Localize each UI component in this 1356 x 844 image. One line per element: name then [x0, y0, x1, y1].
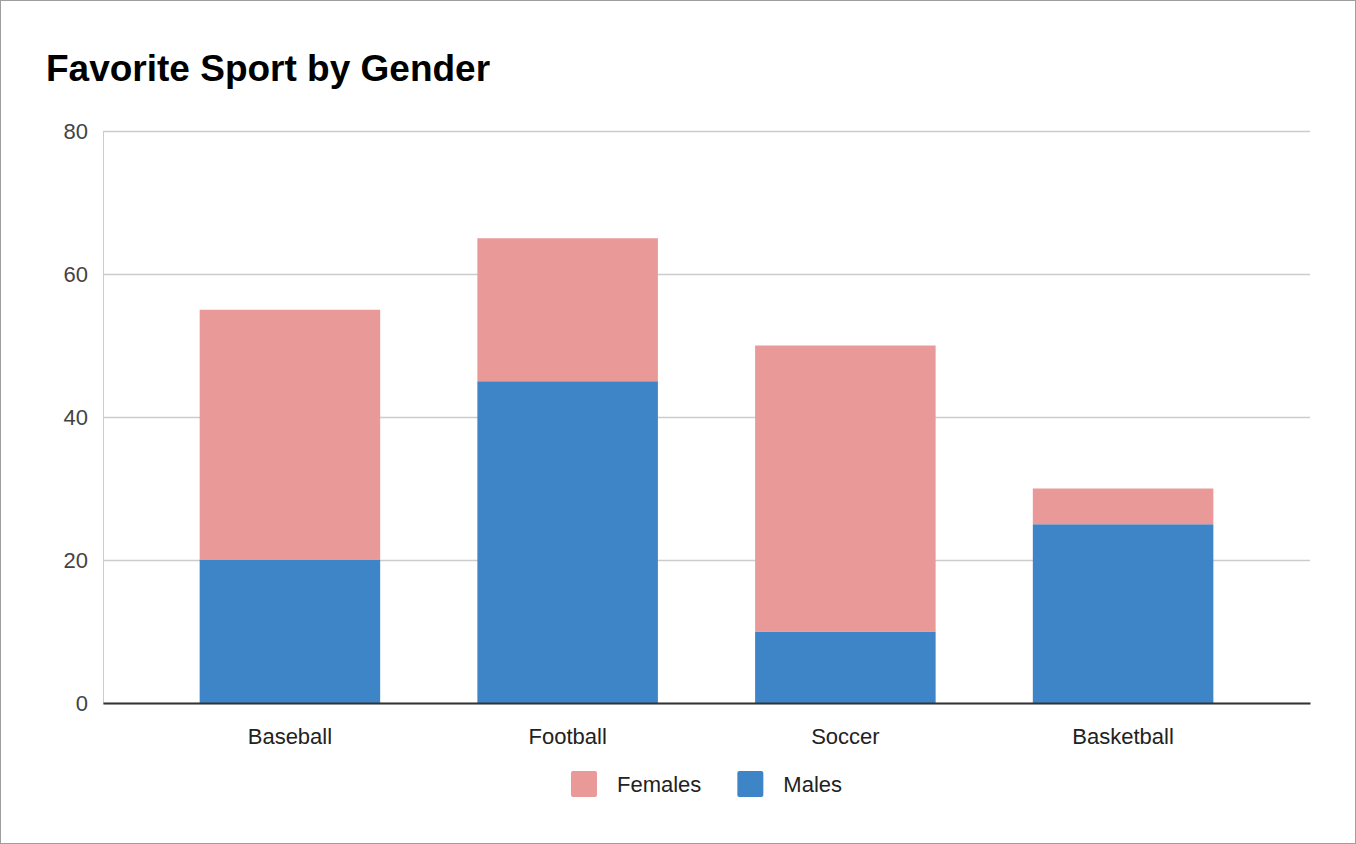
y-tick: 60	[64, 262, 1310, 287]
y-tick-label: 20	[64, 548, 88, 573]
bar-series	[200, 238, 1214, 631]
x-tick: Basketball	[1072, 724, 1174, 749]
bar	[1033, 489, 1214, 525]
bar	[1033, 524, 1214, 703]
bar	[477, 238, 658, 381]
legend-item: Males	[737, 771, 842, 797]
x-tick-label: Football	[528, 724, 606, 749]
x-tick-label: Baseball	[248, 724, 332, 749]
legend-swatch	[571, 771, 597, 797]
y-tick-label: 60	[64, 262, 88, 287]
bar	[755, 632, 936, 704]
y-tick: 80	[64, 119, 1310, 144]
grid-line	[103, 703, 1310, 705]
frame	[1, 1, 1356, 844]
x-axis-line	[104, 703, 1311, 705]
legend-swatch	[737, 771, 763, 797]
x-tick-label: Basketball	[1072, 724, 1174, 749]
x-tick-label: Soccer	[811, 724, 879, 749]
y-tick-label: 80	[64, 119, 88, 144]
x-tick: Football	[528, 724, 606, 749]
y-axis: 0 20 40 60 80	[64, 119, 1310, 716]
legend-label: Females	[617, 772, 701, 797]
bar	[477, 381, 658, 703]
y-tick-label: 40	[64, 405, 88, 430]
legend: Females Males	[571, 771, 842, 797]
y-tick-label: 0	[76, 691, 88, 716]
bar	[755, 346, 936, 632]
grid-line	[103, 274, 1310, 276]
bars	[200, 238, 1214, 703]
x-tick: Soccer	[811, 724, 879, 749]
x-axis: Baseball Football Soccer Basketball	[104, 704, 1311, 749]
legend-item: Females	[571, 771, 701, 797]
grid-line	[103, 131, 1310, 133]
legend-label: Males	[783, 772, 842, 797]
title: Favorite Sport by Gender	[46, 48, 490, 89]
bar	[200, 560, 381, 703]
chart: Favorite Sport by Gender 0 20 40 60 80 Basebal…	[0, 0, 1356, 844]
x-tick: Baseball	[248, 724, 332, 749]
bar	[200, 310, 381, 560]
